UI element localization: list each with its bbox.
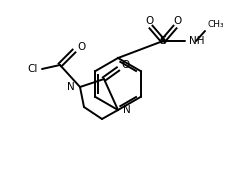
Text: Cl: Cl <box>28 64 38 74</box>
Text: N: N <box>67 82 75 92</box>
Text: O: O <box>121 60 129 70</box>
Text: CH₃: CH₃ <box>207 20 224 29</box>
Text: NH: NH <box>189 36 205 46</box>
Text: S: S <box>160 36 167 46</box>
Text: O: O <box>145 16 153 26</box>
Text: O: O <box>77 42 85 52</box>
Text: O: O <box>173 16 181 26</box>
Text: N: N <box>123 105 131 115</box>
